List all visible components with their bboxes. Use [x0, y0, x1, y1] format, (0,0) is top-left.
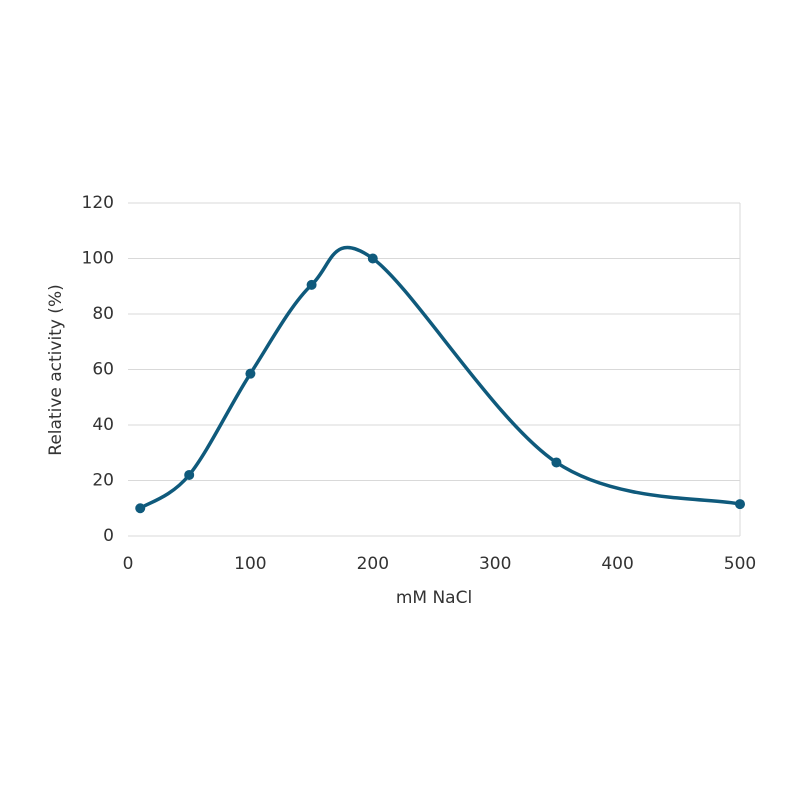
data-point: [367, 253, 378, 264]
x-tick-label: 0: [123, 554, 134, 574]
y-tick-label: 120: [82, 193, 114, 213]
x-tick-label: 200: [357, 554, 389, 574]
x-axis-label: mM NaCl: [396, 588, 472, 608]
data-point: [306, 279, 317, 290]
y-tick-label: 20: [92, 471, 114, 491]
x-tick-label: 500: [724, 554, 756, 574]
x-tick-label: 300: [479, 554, 511, 574]
data-point: [551, 457, 562, 468]
data-point: [135, 503, 146, 514]
y-tick-label: 40: [92, 415, 114, 435]
x-tick-label: 400: [601, 554, 633, 574]
data-line: [139, 245, 741, 510]
y-tick-label: 100: [82, 249, 114, 269]
y-tick-label: 0: [103, 526, 114, 546]
data-point: [184, 469, 195, 480]
data-point: [245, 368, 256, 379]
data-point: [735, 499, 745, 510]
x-tick-label: 100: [234, 554, 266, 574]
y-tick-label: 60: [92, 360, 114, 380]
y-axis-label: Relative activity (%): [46, 284, 66, 455]
y-tick-label: 80: [92, 304, 114, 324]
